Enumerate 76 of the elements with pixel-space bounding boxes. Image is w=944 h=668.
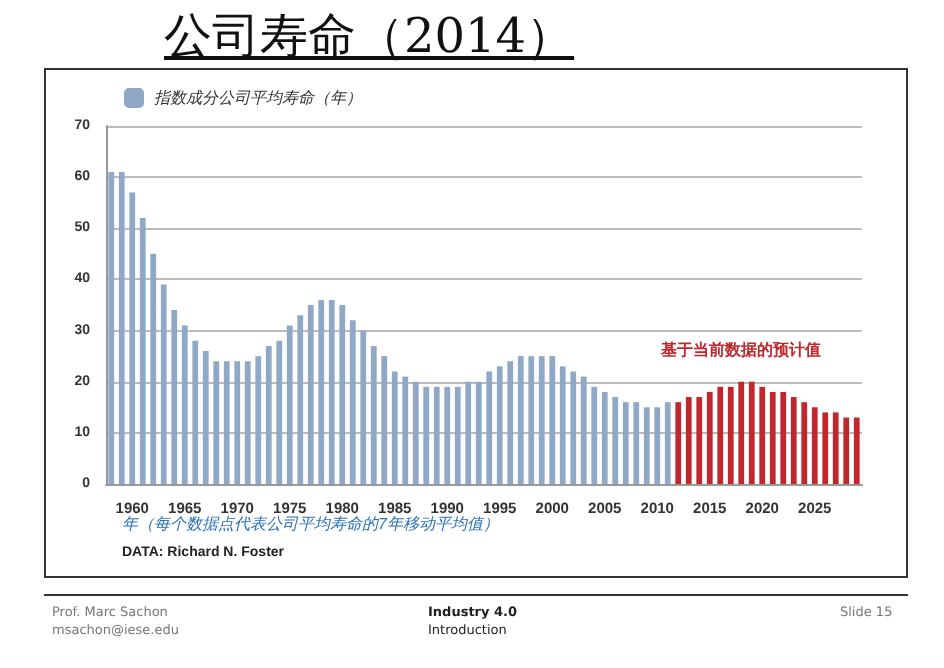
bar [118, 172, 125, 484]
bar [538, 356, 545, 484]
bar [549, 356, 556, 484]
bar [580, 376, 587, 484]
bar [496, 366, 503, 484]
bar [622, 402, 629, 484]
bar [150, 253, 157, 484]
bar [465, 381, 472, 484]
bar [727, 386, 734, 484]
bar [696, 397, 703, 484]
bar [570, 371, 577, 484]
bar [475, 381, 482, 484]
bar [654, 407, 661, 484]
bar [528, 356, 535, 484]
bar [412, 381, 419, 484]
bar [717, 386, 724, 484]
series-label: 基于当前数据的预计值 [659, 340, 822, 359]
bar [381, 356, 388, 484]
bar [790, 397, 797, 484]
bar [759, 386, 766, 484]
bar [328, 299, 335, 484]
bar [507, 361, 514, 484]
bar [286, 325, 293, 484]
bar [108, 172, 115, 484]
bar [213, 361, 220, 484]
bar [402, 376, 409, 484]
x-axis-title: 年（每个数据点代表公司平均寿命的7年移动平均值） [122, 515, 499, 533]
bar [769, 391, 776, 484]
bar [129, 192, 136, 484]
bar [349, 320, 356, 484]
bar [601, 391, 608, 484]
bar [276, 340, 283, 484]
bar [853, 417, 860, 484]
bar [223, 361, 230, 484]
legend-label: 指数成分公司平均寿命（年） [154, 89, 362, 107]
bar [633, 402, 640, 484]
bar [517, 356, 524, 484]
bar [202, 351, 209, 484]
bar [391, 371, 398, 484]
bar [265, 345, 272, 484]
bar [738, 381, 745, 484]
bar [454, 386, 461, 484]
bar [664, 402, 671, 484]
bar [234, 361, 241, 484]
bar [307, 305, 314, 484]
bar [685, 397, 692, 484]
bar [591, 386, 598, 484]
bar [181, 325, 188, 484]
bar [139, 218, 146, 484]
bar [643, 407, 650, 484]
bar [255, 356, 262, 484]
bar [244, 361, 251, 484]
bar [801, 402, 808, 484]
bar [811, 407, 818, 484]
bar [160, 284, 167, 484]
bar [370, 345, 377, 484]
bar [171, 310, 178, 484]
bar [706, 391, 713, 484]
bar [612, 397, 619, 484]
bar [780, 391, 787, 484]
bar [559, 366, 566, 484]
bar [748, 381, 755, 484]
bar [486, 371, 493, 484]
bar [843, 417, 850, 484]
chart-title: 公司寿命（2014） [164, 6, 575, 68]
bar [297, 315, 304, 484]
bar [423, 386, 430, 484]
bar [444, 386, 451, 484]
bar [360, 330, 367, 484]
bar [832, 412, 839, 484]
bar [192, 340, 199, 484]
bar [822, 412, 829, 484]
bar [318, 299, 325, 484]
bar [675, 402, 682, 484]
bar [433, 386, 440, 484]
bar [339, 305, 346, 484]
